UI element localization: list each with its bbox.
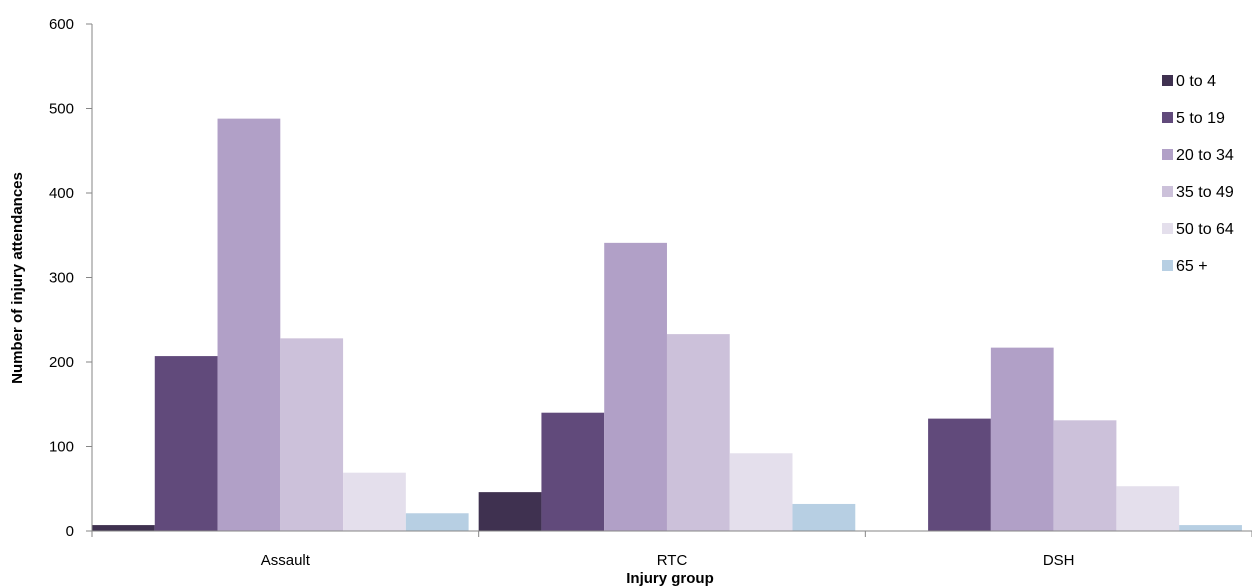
y-tick-label: 500 [49, 101, 74, 118]
legend-swatch [1162, 149, 1173, 160]
y-axis-title: Number of injury attendances [9, 172, 26, 384]
bar-65-dsh [1179, 525, 1242, 531]
bar-65-rtc [792, 503, 856, 531]
y-tick-label: 600 [49, 16, 74, 33]
bar-20-to-34-rtc [604, 242, 667, 532]
y-axis-ticks: 0 100 200 300 400 500 600 [49, 16, 92, 540]
bar-5-to-19-dsh [928, 418, 991, 531]
bar-5-to-19-rtc [541, 412, 605, 531]
bar-20-to-34-dsh [990, 347, 1054, 531]
legend-label: 35 to 49 [1176, 184, 1234, 201]
bar-50-to-64-rtc [729, 453, 793, 531]
legend: 0 to 4 5 to 19 20 to 34 35 to 49 50 to 64 65 … [1162, 73, 1234, 275]
legend-label: 5 to 19 [1176, 110, 1225, 127]
x-tick-label: Assault [261, 552, 311, 569]
bar-65-assault [405, 513, 469, 531]
bar-35-to-49-assault [280, 338, 344, 531]
bar-50-to-64-dsh [1116, 486, 1180, 531]
bar-0-to-4-assault [92, 525, 155, 531]
y-tick-label: 300 [49, 270, 74, 287]
legend-swatch [1162, 112, 1173, 123]
bar-50-to-64-assault [343, 472, 406, 531]
y-tick-label: 100 [49, 439, 74, 456]
x-axis-title: Injury group [626, 570, 714, 587]
bar-5-to-19-assault [154, 356, 218, 531]
legend-label: 50 to 64 [1176, 221, 1234, 238]
bars [92, 118, 1242, 532]
legend-label: 20 to 34 [1176, 147, 1234, 164]
x-tick-label: RTC [657, 552, 688, 569]
bar-35-to-49-dsh [1053, 420, 1117, 531]
bar-35-to-49-rtc [666, 334, 730, 531]
y-tick-label: 0 [66, 523, 74, 540]
legend-swatch [1162, 260, 1173, 271]
y-tick-label: 400 [49, 185, 74, 202]
x-tick-label: DSH [1043, 552, 1075, 569]
legend-swatch [1162, 186, 1173, 197]
legend-swatch [1162, 223, 1173, 234]
legend-label: 0 to 4 [1176, 73, 1216, 90]
legend-label: 65 + [1176, 258, 1208, 275]
x-axis-ticks: Assault RTC DSH [91, 531, 1252, 569]
bar-20-to-34-assault [217, 118, 281, 531]
y-tick-label: 200 [49, 354, 74, 371]
legend-swatch [1162, 75, 1173, 86]
bar-0-to-4-rtc [478, 492, 542, 531]
